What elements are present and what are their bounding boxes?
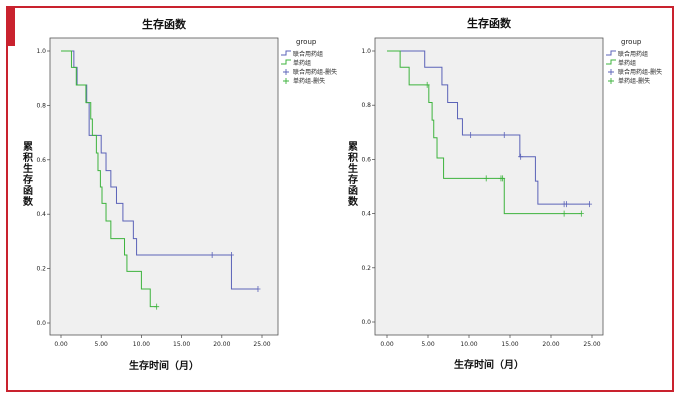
legend-censor-swatch [283, 78, 289, 84]
km-series-line-1 [387, 50, 590, 205]
censor-mark [501, 132, 507, 139]
y-axis-label-char: 积 [23, 151, 33, 164]
x-axis-label: 生存时间（月） [129, 359, 199, 372]
y-tick-label: 0.0 [361, 319, 371, 326]
x-tick-label: 10.00 [133, 341, 150, 348]
y-tick-label: 0.6 [36, 157, 46, 164]
x-tick-label: 20.00 [213, 341, 230, 348]
censor-mark [468, 132, 474, 139]
legend-entry: 联合用药组 [293, 50, 323, 58]
x-tick-label: 25.00 [583, 341, 600, 348]
legend-title: group [296, 38, 317, 46]
km-series-line-2 [387, 50, 582, 215]
censor-mark [255, 286, 261, 292]
censor-mark [424, 81, 430, 88]
y-axis-label-char: 积 [348, 151, 358, 164]
km-series-line-2 [61, 50, 157, 308]
censor-mark [518, 153, 524, 160]
x-tick-label: 0.00 [380, 341, 394, 348]
y-axis-label-char: 函 [23, 185, 33, 197]
legend-entry: 联合用药组 [618, 50, 648, 58]
chart-title: 生存函数 [142, 17, 187, 31]
legend-entry: 单药组-删失 [618, 77, 650, 85]
km-chart-2: 生存函数 0.0 0.2 0.4 0.6 0.8 1.0 0.00 5.00 10.00 15.00… [348, 16, 662, 371]
y-axis-label-char: 生 [23, 162, 33, 175]
y-tick-label: 0.4 [36, 211, 46, 218]
y-axis-label: 累积生存函数 [348, 141, 359, 208]
plot-area [374, 37, 604, 336]
censor-mark [500, 175, 506, 182]
legend-line-swatch [606, 59, 616, 65]
red-frame [6, 6, 674, 392]
censor-mark [564, 201, 570, 208]
y-tick-label: 0.0 [36, 320, 46, 327]
legend-entry: 单药组 [293, 59, 311, 67]
y-axis-label-char: 存 [23, 173, 33, 186]
y-axis-label: 累积生存函数 [23, 141, 34, 208]
y-tick-label: 0.8 [361, 102, 371, 109]
y-tick-label: 0.2 [361, 265, 371, 272]
x-tick-label: 20.00 [542, 341, 559, 348]
legend-censor-swatch [608, 78, 614, 84]
y-tick-label: 1.0 [361, 48, 371, 55]
censor-mark [483, 175, 489, 182]
y-axis-label-char: 累 [348, 141, 358, 153]
y-axis-label-char: 数 [23, 195, 34, 208]
censor-mark [587, 201, 593, 208]
x-tick-label: 25.00 [253, 341, 270, 348]
chart-title: 生存函数 [467, 16, 512, 30]
y-axis-label-char: 生 [348, 162, 358, 175]
x-tick-label: 0.00 [54, 341, 68, 348]
legend-entry: 单药组 [618, 59, 636, 67]
y-tick-label: 0.6 [361, 156, 371, 163]
plot-area [49, 37, 279, 336]
corner-accent-bar [6, 6, 15, 46]
x-tick-label: 15.00 [501, 341, 518, 348]
y-tick-label: 0.2 [36, 266, 46, 273]
km-chart-1: 生存函数 0.0 0.2 0.4 0.6 0.8 1.0 0.00 5.00 10.00 15.00… [23, 17, 337, 372]
legend-entry: 联合用药组-删失 [293, 68, 337, 76]
y-tick-label: 0.8 [36, 102, 46, 109]
y-axis-label-char: 数 [348, 195, 359, 208]
legend-title: group [621, 38, 642, 46]
censor-mark [561, 210, 567, 217]
censor-mark [154, 303, 160, 310]
x-tick-label: 5.00 [95, 341, 109, 348]
censor-mark [578, 210, 584, 217]
censor-mark [228, 252, 234, 258]
legend-entry: 单药组-删失 [293, 77, 325, 85]
censor-mark [209, 252, 215, 258]
legend-entry: 联合用药组-删失 [618, 68, 662, 76]
x-tick-label: 10.00 [460, 341, 477, 348]
legend-line-swatch [281, 59, 291, 65]
y-axis-label-char: 存 [348, 173, 358, 186]
x-tick-label: 15.00 [173, 341, 190, 348]
legend-line-swatch [281, 50, 291, 56]
y-tick-label: 0.4 [361, 211, 371, 218]
legend-censor-swatch [283, 69, 289, 75]
y-axis-label-char: 函 [348, 185, 358, 197]
y-axis-label-char: 累 [23, 141, 33, 153]
legend-line-swatch [606, 50, 616, 56]
x-axis-label: 生存时间（月） [454, 358, 524, 371]
y-tick-label: 1.0 [36, 48, 46, 55]
x-tick-label: 5.00 [421, 341, 435, 348]
legend-censor-swatch [608, 69, 614, 75]
